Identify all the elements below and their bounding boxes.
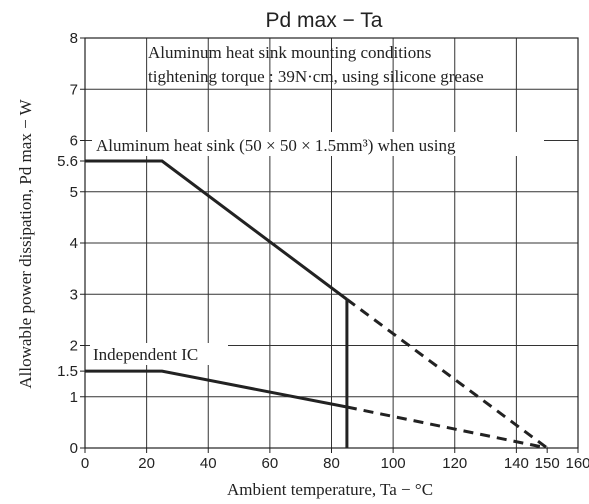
x-tick-label: 40 [200, 455, 217, 472]
x-tick-label: 160 [565, 455, 589, 472]
x-tick-label: 20 [138, 455, 155, 472]
conditions-line-1: Aluminum heat sink mounting conditions [148, 43, 431, 62]
tick-layer: 0 20 40 60 80 100 120 140 150 160 0 1 1.5 2 3 4 5 5.6 6 7 8 [57, 30, 589, 472]
x-tick-label: 100 [381, 455, 406, 472]
legend-label-background [92, 132, 544, 156]
legend-label-background [90, 343, 228, 365]
x-tick-label: 0 [81, 455, 89, 472]
x-tick-label: 120 [442, 455, 467, 472]
y-tick-label: 2 [70, 338, 78, 355]
y-tick-label: 8 [70, 30, 78, 47]
y-tick-label: 3 [70, 286, 78, 303]
grid-layer [85, 38, 578, 448]
y-tick-label: 4 [70, 235, 78, 252]
series-line-solid-0 [85, 159, 348, 301]
y-tick-label: 1.5 [57, 363, 78, 380]
y-axis-label: Allowable power dissipation, Pd max − W [16, 98, 35, 388]
y-tick-label: 5.6 [57, 153, 78, 170]
y-tick-label: 6 [70, 133, 78, 150]
x-tick-label: 150 [535, 455, 560, 472]
x-tick-label: 140 [504, 455, 529, 472]
y-tick-label: 5 [70, 184, 78, 201]
conditions-line-2: tightening torque : 39N·cm, using silico… [148, 67, 484, 86]
y-tick-label: 0 [70, 440, 78, 457]
series-line-solid-1 [85, 369, 348, 409]
series-label-ic: Independent IC [93, 345, 198, 364]
x-tick-label: 60 [262, 455, 279, 472]
y-tick-label: 1 [70, 389, 78, 406]
chart-title: Pd max − Ta [266, 9, 383, 32]
x-tick-label: 80 [323, 455, 340, 472]
y-tick-label: 7 [70, 81, 78, 98]
x-axis-label: Ambient temperature, Ta − °C [227, 480, 433, 499]
series-line-dashed-0 [346, 298, 549, 450]
series-layer [85, 159, 549, 450]
series-line-dashed-1 [346, 405, 548, 450]
series-label-heatsink: Aluminum heat sink (50 × 50 × 1.5mm³) wh… [96, 136, 456, 155]
